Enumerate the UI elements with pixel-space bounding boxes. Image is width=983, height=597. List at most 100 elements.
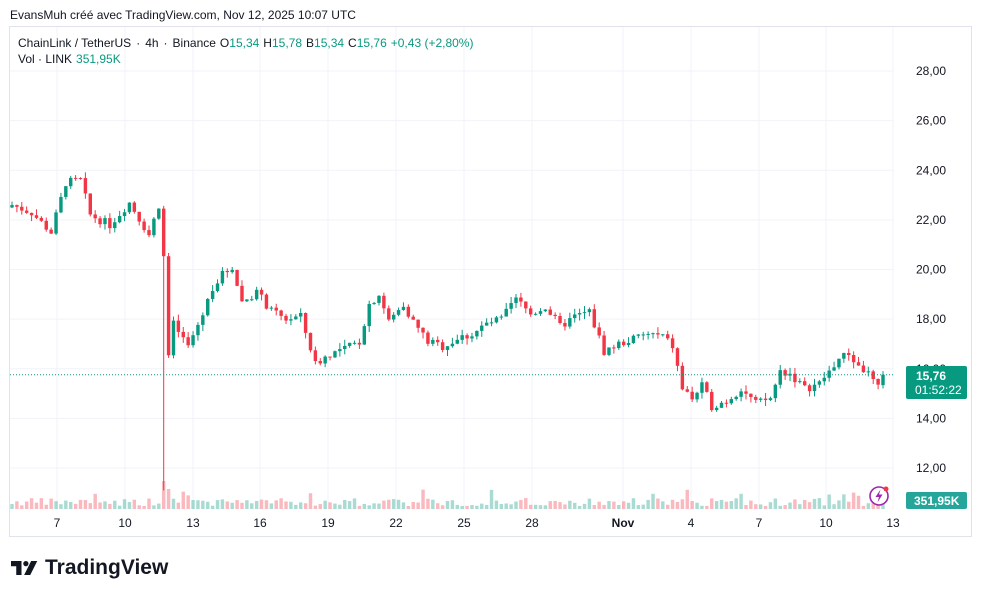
volume-bar bbox=[440, 505, 445, 509]
volume-bar bbox=[396, 499, 401, 509]
low-label: B bbox=[306, 36, 315, 50]
candle-body bbox=[230, 269, 234, 273]
volume-bar bbox=[298, 502, 303, 509]
candle-body bbox=[861, 365, 866, 373]
candle-body bbox=[577, 313, 582, 315]
candle-body bbox=[783, 370, 787, 376]
candle-body bbox=[406, 306, 411, 317]
candle-body bbox=[54, 212, 58, 234]
volume-bar bbox=[489, 489, 494, 509]
volume-bar bbox=[137, 505, 141, 509]
candle-body bbox=[700, 382, 704, 393]
volume-bar bbox=[269, 503, 274, 509]
candle-body bbox=[480, 325, 484, 331]
candle-body bbox=[396, 310, 401, 315]
volume-bar bbox=[621, 501, 626, 509]
volume-bar bbox=[651, 493, 655, 509]
candle-body bbox=[323, 356, 327, 364]
author-credit: EvansMuh créé avec TradingView.com, Nov … bbox=[10, 8, 356, 22]
volume-bar bbox=[528, 504, 533, 509]
time-axis: 7 10 13 16 19 22 25 28 Nov 4 7 10 13 bbox=[54, 516, 900, 530]
candle-body bbox=[15, 205, 19, 207]
volume-bar bbox=[34, 502, 39, 509]
volume-bar bbox=[832, 504, 836, 509]
separator: · bbox=[163, 36, 168, 50]
volume-badge-value: 351,95K bbox=[914, 494, 960, 508]
candle-body bbox=[719, 402, 724, 408]
candle-body bbox=[847, 352, 851, 356]
y-tick-label: 20,00 bbox=[916, 263, 946, 277]
candle-body bbox=[215, 283, 220, 292]
volume-bar bbox=[514, 501, 518, 509]
candle-body bbox=[475, 330, 479, 337]
candle-body bbox=[152, 218, 156, 236]
volume-bar bbox=[171, 498, 176, 509]
volume-bar bbox=[817, 498, 822, 509]
candle-body bbox=[734, 396, 738, 400]
candle-body bbox=[832, 367, 836, 371]
volume-bar bbox=[690, 501, 694, 509]
candle-body bbox=[352, 342, 357, 344]
candle-body bbox=[308, 332, 313, 351]
volume-bar bbox=[191, 499, 195, 509]
candle-body bbox=[274, 307, 278, 311]
separator: · bbox=[136, 36, 141, 50]
volume-bar bbox=[338, 504, 342, 509]
last-price-badge: 15,76 01:52:22 bbox=[906, 366, 967, 399]
volume-bar bbox=[29, 498, 34, 509]
volume-bar bbox=[406, 505, 411, 509]
volume-bar bbox=[289, 501, 293, 509]
candle-body bbox=[284, 315, 288, 321]
candle-body bbox=[631, 335, 636, 343]
volume-bar bbox=[64, 500, 68, 509]
candle-body bbox=[563, 323, 567, 327]
candle-body bbox=[881, 374, 885, 386]
candle-body bbox=[568, 318, 572, 327]
candle-body bbox=[837, 358, 841, 368]
volume-bar bbox=[347, 501, 352, 509]
volume-bar bbox=[250, 503, 254, 509]
candle-body bbox=[524, 301, 528, 309]
volume-bar bbox=[416, 502, 420, 509]
x-tick-label: 22 bbox=[389, 516, 403, 530]
y-tick-label: 26,00 bbox=[916, 114, 946, 128]
volume-bar bbox=[259, 499, 264, 509]
candle-body bbox=[343, 345, 347, 350]
candle-body bbox=[675, 348, 680, 366]
candle-body bbox=[367, 303, 371, 327]
candle-body bbox=[710, 391, 714, 411]
volume-bar bbox=[78, 499, 83, 509]
tradingview-logo[interactable]: TradingView bbox=[11, 556, 168, 580]
candle-body bbox=[768, 398, 773, 401]
candle-body bbox=[685, 389, 689, 392]
change-value: +0,43 (+2,80%) bbox=[390, 36, 474, 50]
candle-body bbox=[191, 335, 195, 346]
candle-body bbox=[294, 316, 298, 320]
candle-body bbox=[201, 315, 205, 325]
candle-body bbox=[612, 347, 616, 349]
candle-body bbox=[387, 308, 391, 320]
candle-body bbox=[553, 314, 557, 317]
volume-bar bbox=[69, 502, 73, 509]
candle-body bbox=[328, 356, 332, 358]
candle-body bbox=[455, 339, 459, 344]
volume-bar bbox=[377, 503, 381, 509]
volume-bar bbox=[254, 500, 259, 509]
volume-bar bbox=[563, 504, 567, 509]
volume-bar bbox=[656, 498, 660, 509]
volume-bar bbox=[680, 499, 685, 509]
candle-body bbox=[426, 332, 430, 344]
volume-bar bbox=[484, 504, 489, 509]
alert-lightning-icon[interactable] bbox=[869, 486, 889, 506]
volume-bar bbox=[333, 503, 337, 509]
volume-bar bbox=[225, 501, 230, 509]
volume-bar bbox=[279, 498, 283, 509]
chart-frame[interactable] bbox=[9, 26, 972, 537]
volume-bar bbox=[636, 505, 641, 509]
candle-body bbox=[333, 351, 337, 358]
candle-body bbox=[812, 384, 817, 392]
candle-body bbox=[69, 177, 73, 187]
volume-bar bbox=[685, 489, 689, 509]
candle-body bbox=[64, 186, 68, 197]
